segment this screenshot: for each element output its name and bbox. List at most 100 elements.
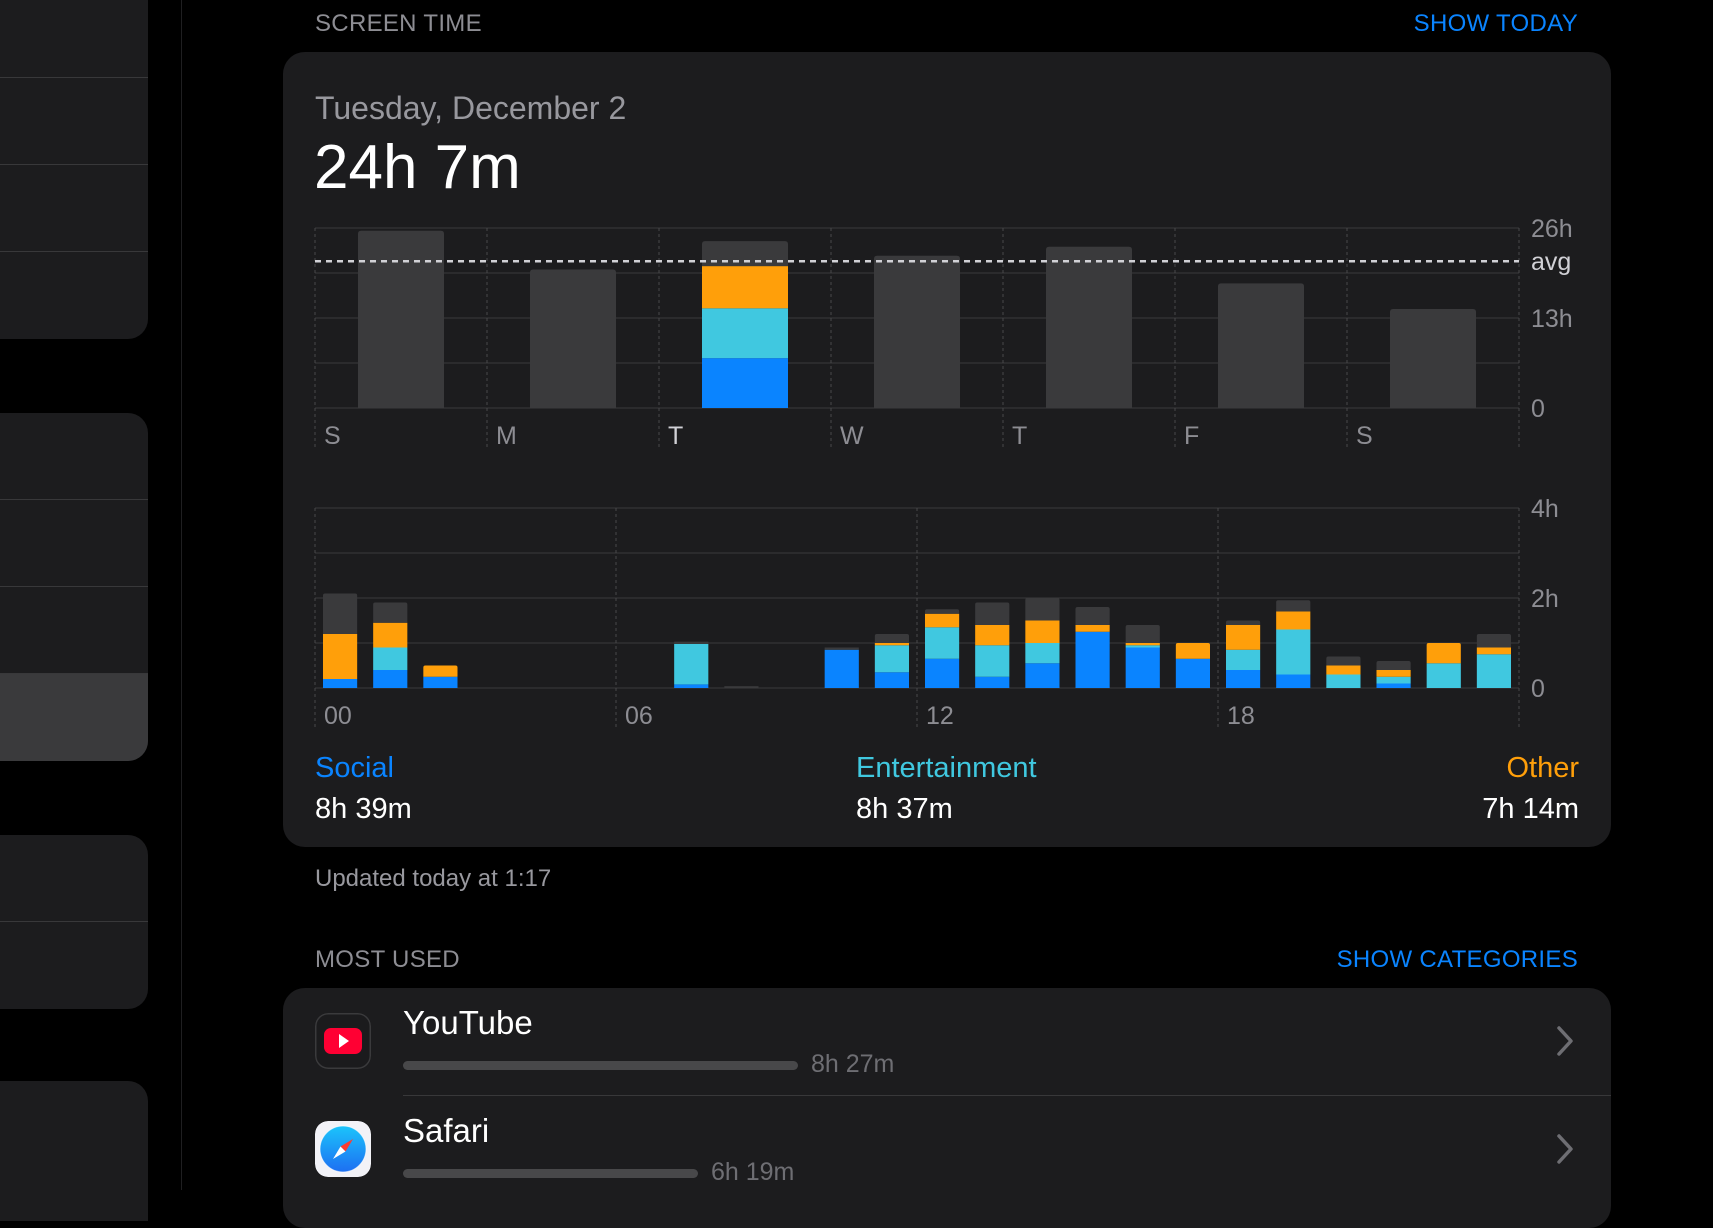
bar-other <box>925 613 960 628</box>
bar-entertainment <box>1276 629 1311 675</box>
bar-day <box>874 255 960 408</box>
bar-other <box>373 622 408 648</box>
x-tick-label: F <box>1184 422 1199 450</box>
bar-other <box>1175 643 1210 659</box>
y-tick-label: 0 <box>1531 395 1545 423</box>
bar-social <box>1025 663 1060 688</box>
y-tick-label: 2h <box>1531 585 1559 613</box>
sidebar-row-selected[interactable] <box>0 674 148 761</box>
show-today-button[interactable]: SHOW TODAY <box>1413 10 1578 37</box>
usage-bar <box>403 1169 698 1178</box>
x-tick-label: 06 <box>625 702 653 730</box>
bar-social <box>323 679 358 688</box>
y-tick-label: 0 <box>1531 675 1545 703</box>
sidebar-row[interactable] <box>0 165 148 252</box>
bar-social <box>1226 670 1261 688</box>
bar-other <box>1075 625 1110 632</box>
x-tick-label: W <box>840 422 864 450</box>
y-tick-label: 4h <box>1531 495 1559 523</box>
youtube-icon <box>315 1013 371 1069</box>
bar-other <box>1226 625 1261 650</box>
y-tick-label: 13h <box>1531 305 1573 333</box>
bar-entertainment <box>1125 645 1160 648</box>
chevron-right-icon <box>1557 1134 1573 1164</box>
bar-other <box>1426 643 1461 664</box>
split-divider <box>181 0 182 1190</box>
legend-entertainment-label: Entertainment <box>856 752 1037 784</box>
bar-social <box>423 676 458 688</box>
bar-entertainment <box>674 643 709 685</box>
x-tick-label: 18 <box>1227 702 1255 730</box>
y-tick-label: 26h <box>1531 215 1573 243</box>
bar-entertainment <box>925 627 960 659</box>
bar-day <box>358 230 444 408</box>
x-tick-label: 12 <box>926 702 954 730</box>
bar-social <box>975 676 1010 688</box>
legend-entertainment-value: 8h 37m <box>856 793 953 825</box>
bar-social <box>674 684 709 688</box>
bar-other <box>323 634 358 679</box>
bar-social <box>925 658 960 688</box>
bar-uncategorized <box>925 609 960 614</box>
app-name: YouTube <box>403 1004 533 1041</box>
bar-uncategorized <box>1376 661 1411 670</box>
safari-icon <box>315 1121 371 1177</box>
sidebar-row[interactable] <box>0 835 148 922</box>
bar-other <box>1476 647 1511 655</box>
sidebar-row[interactable] <box>0 587 148 674</box>
bar-social <box>874 672 909 688</box>
sidebar-row[interactable] <box>0 78 148 165</box>
hourly-chart[interactable]: 00 06 12 18 4h 2h 0 <box>283 52 1611 752</box>
bar-uncategorized <box>702 241 788 267</box>
bar-entertainment <box>373 647 408 670</box>
app-row-safari[interactable]: Safari 6h 19m <box>283 1096 1611 1204</box>
sidebar-row[interactable] <box>0 500 148 587</box>
bar-social <box>702 358 788 408</box>
usage-bar <box>403 1061 798 1070</box>
bar-entertainment <box>1326 674 1361 688</box>
bar-day <box>1390 309 1476 408</box>
x-tick-label: S <box>324 422 341 450</box>
sidebar-row[interactable] <box>0 922 148 1009</box>
show-categories-button[interactable]: SHOW CATEGORIES <box>1336 946 1578 973</box>
legend-social-value: 8h 39m <box>315 793 412 825</box>
usage-time: 6h 19m <box>711 1158 795 1186</box>
bar-social <box>1075 631 1110 688</box>
most-used-card: YouTube 8h 27m Safari <box>283 988 1611 1228</box>
bar-other <box>975 625 1010 646</box>
sidebar-row[interactable] <box>0 413 148 500</box>
bar-entertainment <box>1426 663 1461 688</box>
bar-entertainment <box>1025 643 1060 664</box>
bar-social <box>1276 674 1311 688</box>
sidebar-row[interactable] <box>0 0 148 78</box>
sidebar-row[interactable] <box>0 1081 148 1168</box>
x-tick-label: T <box>1012 422 1027 450</box>
sidebar-group-1 <box>0 0 148 339</box>
bar-uncategorized <box>724 686 759 688</box>
bar-social <box>824 649 859 688</box>
bar-uncategorized <box>1326 656 1361 666</box>
x-tick-label: 00 <box>324 702 352 730</box>
legend-entertainment: Entertainment 8h 37m <box>856 752 1037 826</box>
bar-other <box>702 266 788 309</box>
app-row-youtube[interactable]: YouTube 8h 27m <box>283 988 1611 1096</box>
bar-social <box>1125 647 1160 688</box>
section-header-most-used: MOST USED <box>315 946 460 973</box>
bar-other <box>874 643 909 646</box>
avg-label: avg <box>1531 248 1571 276</box>
app-name: Safari <box>403 1112 490 1149</box>
updated-timestamp: Updated today at 1:17 <box>315 865 552 892</box>
x-tick-label: M <box>496 422 517 450</box>
bar-entertainment <box>874 645 909 673</box>
bar-day <box>1218 283 1304 408</box>
bar-uncategorized <box>323 593 358 634</box>
bar-other <box>1376 670 1411 677</box>
bar-entertainment <box>1476 654 1511 688</box>
sidebar-row[interactable] <box>0 252 148 339</box>
bar-social <box>1376 683 1411 688</box>
bar-uncategorized <box>1025 598 1060 621</box>
bar-uncategorized <box>1276 600 1311 612</box>
bar-uncategorized <box>1476 634 1511 648</box>
